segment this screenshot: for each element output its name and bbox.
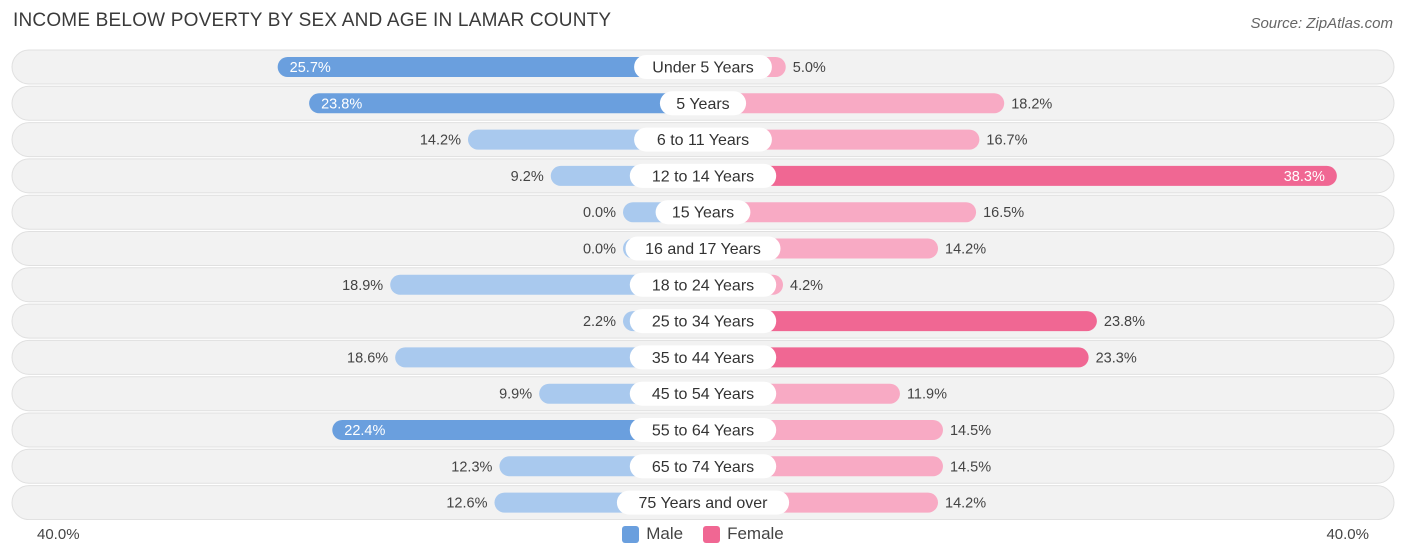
female-value-label: 14.5% — [950, 423, 991, 439]
female-value-label: 14.2% — [945, 242, 986, 258]
category-pill — [625, 236, 781, 261]
category-pill — [629, 454, 777, 479]
category-label: Under 5 Years — [652, 60, 753, 77]
bar-row-25-to-34-years: 2.2% 23.8% 25 to 34 Years — [11, 303, 1395, 339]
category-label: 55 to 64 Years — [652, 423, 754, 440]
category-label: 6 to 11 Years — [657, 132, 749, 149]
female-value-label: 14.2% — [945, 496, 986, 512]
category-label: 5 Years — [676, 96, 729, 113]
male-value-label: 23.8% — [321, 96, 362, 112]
female-bar — [703, 311, 1097, 332]
male-bar — [332, 420, 703, 440]
male-value-label: 12.6% — [446, 496, 487, 512]
male-value-label: 0.0% — [583, 242, 616, 258]
bar-row-6-to-11-years: 14.2% 16.7% 6 to 11 Years — [11, 122, 1395, 158]
category-pill — [629, 418, 777, 442]
category-label: 15 Years — [672, 205, 734, 222]
category-label: 65 to 74 Years — [652, 459, 754, 476]
female-value-label: 4.2% — [790, 278, 823, 294]
legend-swatch-female — [703, 525, 721, 543]
male-value-label: 0.0% — [583, 205, 616, 221]
female-bar — [703, 93, 1005, 114]
axis-label-right: 40.0% — [1326, 526, 1369, 543]
category-pill — [629, 163, 777, 188]
category-label: 18 to 24 Years — [652, 277, 754, 294]
male-bar — [395, 347, 703, 368]
male-bar — [309, 93, 703, 114]
female-bar — [703, 165, 1337, 186]
bar-row-45-to-54-years: 9.9% 11.9% 45 to 54 Years — [11, 376, 1395, 412]
category-pill — [629, 309, 777, 334]
legend-item-male[interactable]: Male — [622, 524, 683, 544]
bar-row-65-to-74-years: 12.3% 14.5% 65 to 74 Years — [11, 448, 1395, 484]
male-value-label: 18.9% — [342, 278, 383, 294]
female-value-label: 18.2% — [1011, 96, 1052, 112]
bar-row-75-years-and-over: 12.6% 14.2% 75 Years and over — [11, 485, 1395, 520]
category-label: 12 to 14 Years — [652, 168, 754, 185]
bar-row-18-to-24-years: 18.9% 4.2% 18 to 24 Years — [11, 267, 1395, 303]
category-pill — [655, 200, 751, 225]
female-value-label: 16.5% — [983, 205, 1024, 221]
category-label: 75 Years and over — [639, 495, 769, 512]
female-bar — [703, 347, 1089, 368]
category-pill — [634, 127, 772, 152]
bar-row-12-to-14-years: 9.2% 38.3% 12 to 14 Years — [11, 158, 1395, 194]
female-value-label: 5.0% — [793, 60, 826, 76]
axis-label-left: 40.0% — [37, 526, 80, 543]
chart-title: INCOME BELOW POVERTY BY SEX AND AGE IN L… — [13, 10, 612, 31]
bar-row-15-years: 0.0% 16.5% 15 Years — [11, 194, 1395, 230]
category-label: 45 to 54 Years — [652, 386, 754, 403]
male-value-label: 9.9% — [499, 387, 532, 403]
bar-row-16-and-17-years: 0.0% 14.2% 16 and 17 Years — [11, 231, 1395, 266]
female-value-label: 23.3% — [1096, 350, 1137, 366]
legend-label-female: Female — [727, 524, 784, 543]
category-label: 16 and 17 Years — [645, 241, 761, 258]
category-pill — [634, 55, 772, 79]
male-value-label: 22.4% — [344, 423, 385, 439]
bar-row-35-to-44-years: 18.6% 23.3% 35 to 44 Years — [11, 339, 1395, 375]
male-value-label: 2.2% — [583, 314, 616, 330]
male-bar — [277, 57, 703, 77]
male-bar — [390, 274, 703, 295]
category-pill — [616, 490, 790, 515]
chart-canvas: 25.7% 5.0% Under 5 Years 23.8% 18.2% 5 Years 1… — [11, 49, 1395, 520]
chart-source: Source: ZipAtlas.com — [1250, 15, 1393, 32]
legend-item-female[interactable]: Female — [703, 524, 784, 544]
male-value-label: 9.2% — [511, 169, 544, 185]
female-value-label: 38.3% — [1284, 169, 1325, 185]
category-pill — [629, 381, 777, 406]
female-bar — [703, 202, 977, 223]
bar-row-55-to-64-years: 22.4% 14.5% 55 to 64 Years — [11, 412, 1395, 448]
legend: Male Female — [0, 524, 1406, 544]
female-bar — [703, 129, 980, 150]
legend-label-male: Male — [646, 524, 684, 543]
legend-swatch-male — [622, 525, 640, 543]
female-value-label: 14.5% — [950, 459, 991, 475]
category-label: 35 to 44 Years — [652, 350, 754, 367]
bar-row-5-years: 23.8% 18.2% 5 Years — [11, 85, 1395, 121]
male-value-label: 25.7% — [290, 60, 331, 76]
male-value-label: 12.3% — [451, 459, 492, 475]
male-value-label: 18.6% — [347, 350, 388, 366]
category-pill — [659, 91, 747, 116]
category-pill — [629, 272, 777, 297]
category-pill — [629, 345, 777, 370]
bar-row-under-5-years: 25.7% 5.0% Under 5 Years — [11, 49, 1395, 85]
category-label: 25 to 34 Years — [652, 314, 754, 331]
female-value-label: 11.9% — [907, 387, 947, 403]
male-value-label: 14.2% — [420, 133, 461, 149]
female-value-label: 23.8% — [1104, 314, 1145, 330]
female-value-label: 16.7% — [986, 133, 1027, 149]
